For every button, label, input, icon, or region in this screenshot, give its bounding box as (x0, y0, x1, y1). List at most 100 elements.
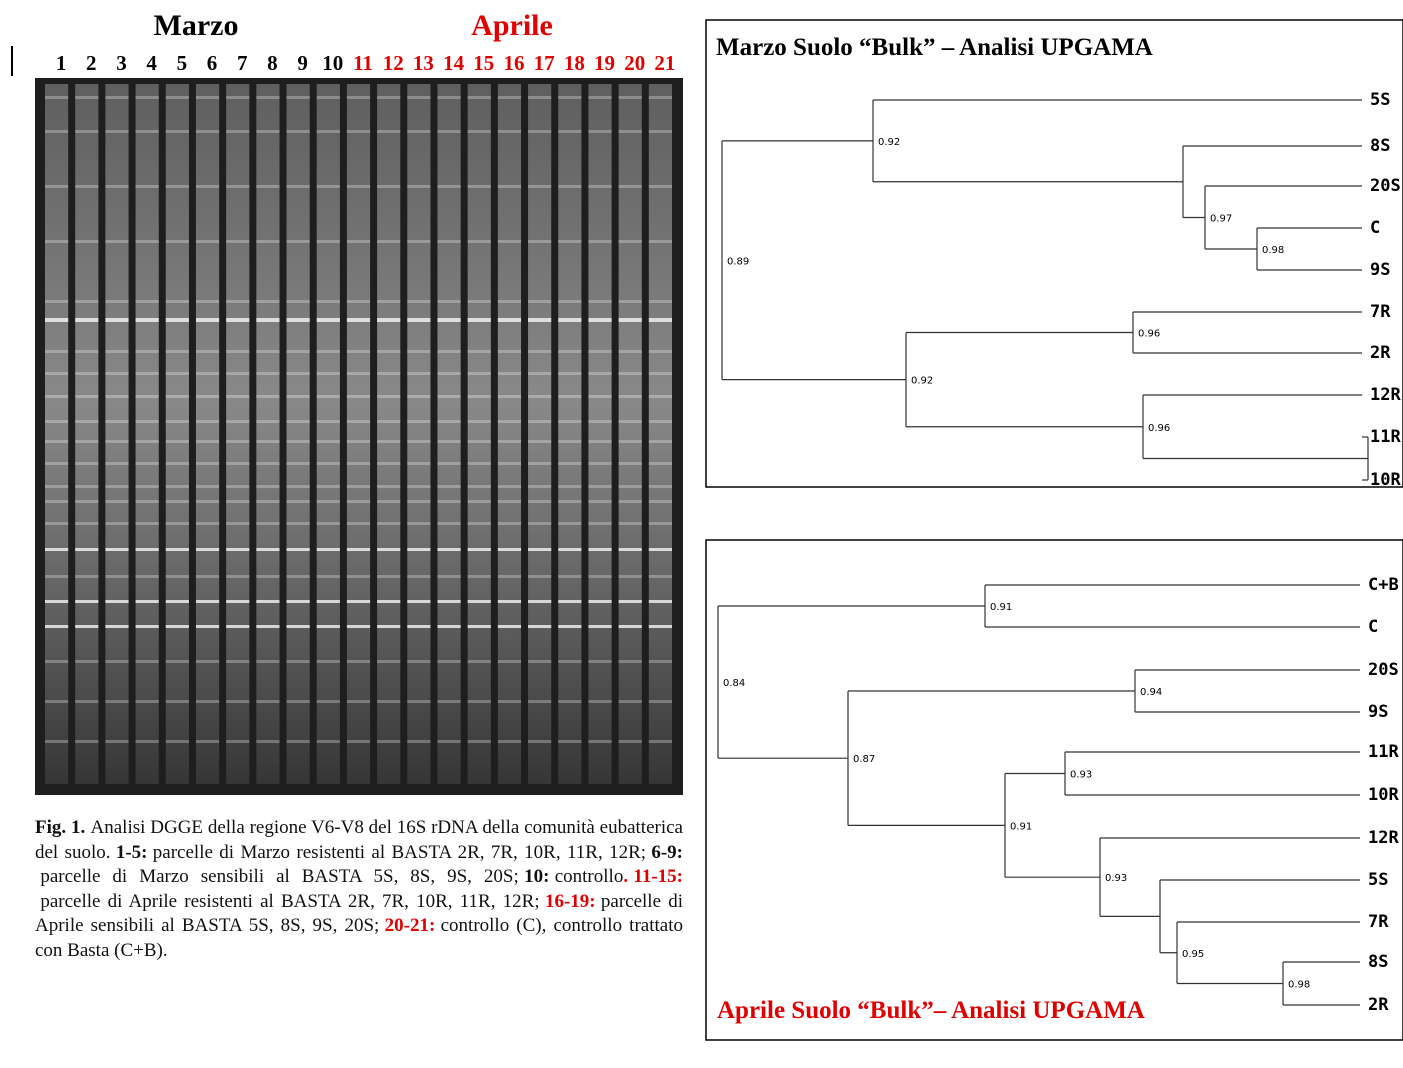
gel-band (75, 660, 99, 663)
gel-band (437, 660, 461, 663)
gel-band (588, 395, 612, 398)
gel-band (497, 575, 522, 578)
gel-band (226, 660, 250, 663)
gel-band (286, 700, 310, 703)
gel-band (195, 548, 220, 551)
gel-band (558, 318, 582, 322)
gel-band (467, 420, 491, 423)
gel-band (165, 522, 189, 525)
gel-band (618, 485, 642, 488)
gel-band (45, 96, 69, 99)
gel-band (467, 350, 491, 353)
gel-band (407, 600, 431, 603)
caption-segment: parcelle di Marzo resistenti al BASTA 2R… (152, 841, 647, 863)
gel-band (467, 522, 491, 525)
gel-band (105, 548, 129, 551)
gel-band (286, 625, 310, 628)
gel-band (467, 318, 491, 322)
gel-band (497, 700, 522, 703)
gel-band (437, 318, 461, 322)
gel-band (45, 318, 69, 322)
gel-band (286, 372, 310, 375)
gel-band (195, 700, 220, 703)
gel-band (316, 462, 340, 465)
gel-band (467, 548, 491, 551)
gel-band (256, 548, 280, 551)
gel-band (618, 660, 642, 663)
gel-band (558, 96, 582, 99)
leaf-label: 2R (1368, 995, 1389, 1015)
gel-band (316, 185, 340, 188)
caption-segment: 1-5: (115, 841, 148, 863)
gel-band (316, 440, 340, 443)
node-label: 0.95 (1182, 949, 1204, 960)
gel-band (45, 420, 69, 423)
gel-band (618, 700, 642, 703)
gel-band (437, 548, 461, 551)
leaf-label: 5S (1368, 870, 1388, 890)
gel-band (346, 96, 371, 99)
gel-band (648, 625, 672, 628)
lane-number: 15 (473, 51, 494, 75)
gel-band (648, 130, 672, 133)
gel-band (648, 395, 672, 398)
gel-band (648, 485, 672, 488)
gel-band (588, 625, 612, 628)
lane-number: 14 (443, 51, 465, 75)
gel-band (195, 485, 220, 488)
gel-band (648, 440, 672, 443)
caption-segment: Analisi DGGE della regione V6-V8 del 16S… (35, 817, 683, 863)
gel-band (256, 318, 280, 322)
gel-band (75, 700, 99, 703)
gel-band (407, 395, 431, 398)
gel-band (256, 395, 280, 398)
caption-segment: 20-21: (384, 915, 436, 936)
gel-band (316, 420, 340, 423)
gel-band (286, 740, 310, 743)
gel-band (45, 300, 69, 303)
gel-band (346, 185, 371, 188)
gel-band (45, 500, 69, 503)
gel-band (346, 372, 371, 375)
gel-band (135, 420, 159, 423)
gel-band (497, 462, 522, 465)
gel-label-marzo: Marzo (154, 9, 239, 42)
gel-band (377, 130, 401, 133)
gel-band (135, 575, 159, 578)
lane-number: 19 (594, 51, 615, 75)
gel-band (75, 440, 99, 443)
gel-band (75, 462, 99, 465)
gel-band (165, 740, 189, 743)
gel-band (497, 740, 522, 743)
gel-band (437, 420, 461, 423)
gel-band (226, 600, 250, 603)
gel-band (75, 372, 99, 375)
gel-band (105, 660, 129, 663)
lane-number: 13 (413, 51, 434, 75)
gel-band (497, 485, 522, 488)
gel-band (588, 130, 612, 133)
gel-lane (316, 84, 340, 784)
gel-band (165, 185, 189, 188)
gel-band (226, 575, 250, 578)
gel-band (618, 318, 642, 322)
gel-band (226, 96, 250, 99)
gel-band (316, 130, 340, 133)
gel-band (195, 185, 220, 188)
gel-band (407, 300, 431, 303)
gel-band (45, 660, 69, 663)
gel-band (558, 500, 582, 503)
gel-band (346, 395, 371, 398)
gel-band (226, 548, 250, 551)
gel-band (407, 240, 431, 243)
gel-band (648, 185, 672, 188)
gel-band (75, 625, 99, 628)
gel-band (286, 600, 310, 603)
panel-aprile (705, 539, 1403, 1041)
gel-band (437, 240, 461, 243)
gel-band (528, 660, 552, 663)
gel-band (195, 462, 220, 465)
gel-band (558, 522, 582, 525)
gel-band (256, 372, 280, 375)
dendrogram: C+B C 20S 9S 11R 10R 12R 5S 7R 8S 2R 0.91 0.94 0.93 0.… (717, 575, 1399, 1015)
